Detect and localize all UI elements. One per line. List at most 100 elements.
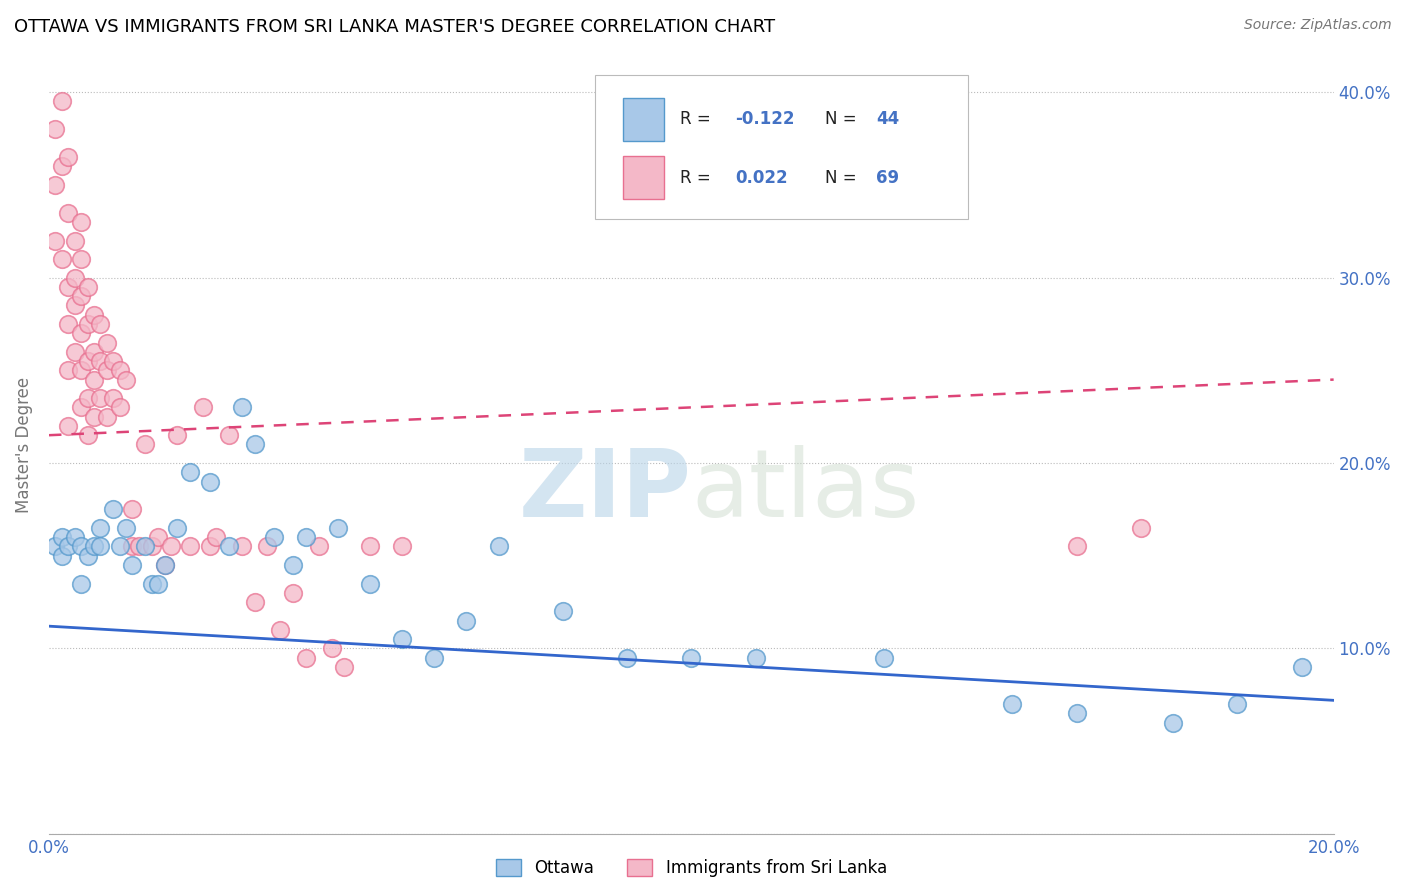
Point — [873, 650, 896, 665]
Point — [281, 558, 304, 572]
Point — [121, 540, 143, 554]
Point — [391, 632, 413, 647]
Point — [70, 401, 93, 415]
Point — [76, 391, 98, 405]
Point — [1291, 660, 1313, 674]
Point — [44, 178, 66, 192]
Point — [83, 308, 105, 322]
Point — [744, 650, 766, 665]
Bar — [623, 98, 664, 141]
Point — [51, 95, 73, 109]
Point — [359, 540, 381, 554]
FancyBboxPatch shape — [595, 75, 967, 219]
Point — [128, 540, 150, 554]
Text: 69: 69 — [876, 169, 900, 186]
Point — [108, 540, 131, 554]
Point — [96, 335, 118, 350]
Point — [281, 586, 304, 600]
Point — [1066, 540, 1088, 554]
Text: -0.122: -0.122 — [735, 111, 794, 128]
Point — [218, 540, 240, 554]
Point — [70, 363, 93, 377]
Point — [70, 252, 93, 266]
Point — [83, 373, 105, 387]
Point — [616, 650, 638, 665]
Point — [44, 234, 66, 248]
Point — [488, 540, 510, 554]
Text: R =: R = — [679, 169, 716, 186]
Point — [83, 540, 105, 554]
Point — [333, 660, 356, 674]
Point — [295, 650, 318, 665]
Text: 0.022: 0.022 — [735, 169, 787, 186]
Point — [231, 540, 253, 554]
Point — [146, 576, 169, 591]
Point — [63, 298, 86, 312]
Point — [70, 289, 93, 303]
Text: ZIP: ZIP — [519, 445, 692, 537]
Point — [191, 401, 214, 415]
Text: N =: N = — [825, 111, 862, 128]
Point — [51, 160, 73, 174]
Point — [1226, 697, 1249, 711]
Point — [423, 650, 446, 665]
Point — [231, 401, 253, 415]
Point — [51, 252, 73, 266]
Text: R =: R = — [679, 111, 716, 128]
Legend: Ottawa, Immigrants from Sri Lanka: Ottawa, Immigrants from Sri Lanka — [489, 853, 894, 884]
Point — [58, 205, 80, 219]
Point — [89, 521, 111, 535]
Point — [63, 270, 86, 285]
Point — [205, 530, 228, 544]
Point — [146, 530, 169, 544]
Point — [121, 502, 143, 516]
Point — [359, 576, 381, 591]
Point — [321, 641, 343, 656]
Point — [166, 521, 188, 535]
Point — [76, 280, 98, 294]
Text: Source: ZipAtlas.com: Source: ZipAtlas.com — [1244, 18, 1392, 32]
Y-axis label: Master's Degree: Master's Degree — [15, 376, 32, 513]
Point — [115, 373, 138, 387]
Point — [70, 215, 93, 229]
Point — [89, 317, 111, 331]
Point — [198, 475, 221, 489]
Point — [243, 437, 266, 451]
Point — [76, 428, 98, 442]
Point — [179, 465, 201, 479]
Point — [58, 150, 80, 164]
Point — [1001, 697, 1024, 711]
Point — [134, 437, 156, 451]
Point — [103, 391, 125, 405]
Point — [551, 604, 574, 618]
Point — [1129, 521, 1152, 535]
Point — [76, 317, 98, 331]
Point — [160, 540, 183, 554]
Point — [89, 354, 111, 368]
Point — [51, 549, 73, 563]
Point — [44, 540, 66, 554]
Text: atlas: atlas — [692, 445, 920, 537]
Point — [58, 363, 80, 377]
Text: OTTAWA VS IMMIGRANTS FROM SRI LANKA MASTER'S DEGREE CORRELATION CHART: OTTAWA VS IMMIGRANTS FROM SRI LANKA MAST… — [14, 18, 775, 36]
Point — [70, 326, 93, 341]
Point — [70, 576, 93, 591]
Point — [391, 540, 413, 554]
Point — [1066, 706, 1088, 721]
Point — [89, 540, 111, 554]
Point — [63, 530, 86, 544]
Point — [63, 344, 86, 359]
Point — [295, 530, 318, 544]
Point — [96, 409, 118, 424]
Point — [70, 540, 93, 554]
Point — [166, 428, 188, 442]
Point — [141, 576, 163, 591]
Point — [153, 558, 176, 572]
Point — [256, 540, 278, 554]
Point — [681, 650, 703, 665]
Point — [121, 558, 143, 572]
Point — [44, 122, 66, 136]
Bar — [623, 156, 664, 199]
Point — [76, 549, 98, 563]
Point — [63, 234, 86, 248]
